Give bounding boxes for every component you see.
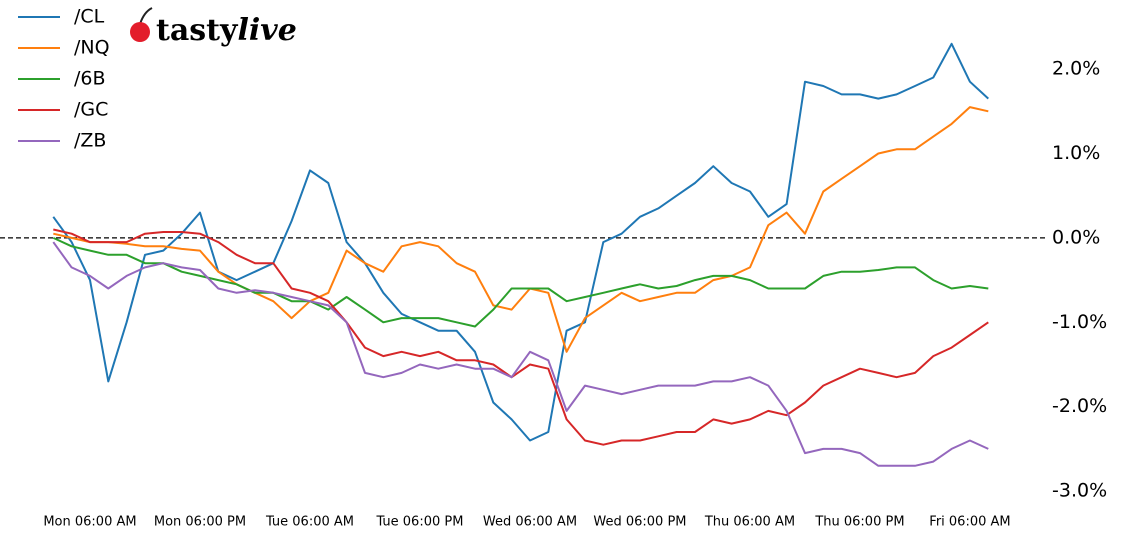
logo-text: tastylive [156,13,297,48]
x-tick-label: Mon 06:00 PM [154,515,246,530]
logo-brand: tasty [156,13,239,48]
y-tick-label: 1.0% [1052,142,1100,164]
x-tick-label: Wed 06:00 AM [483,515,577,530]
y-tick-label: -2.0% [1052,395,1107,417]
series-line [53,228,989,446]
x-tick-label: Thu 06:00 PM [814,515,904,530]
logo: tastylive [130,7,297,48]
cherry [130,22,150,42]
x-tick-label: Thu 06:00 AM [704,515,795,530]
series-line [52,241,989,467]
series-line [53,106,989,353]
y-tick-label: -1.0% [1052,311,1107,333]
x-tick-label: Wed 06:00 PM [593,515,686,530]
y-tick-label: -3.0% [1052,480,1107,502]
legend-label: /NQ [74,37,110,59]
series-line [52,236,989,328]
y-tick-label: 2.0% [1052,58,1100,80]
cherry-stem [139,7,153,25]
x-tick-label: Mon 06:00 AM [43,515,136,530]
x-tick-label: Tue 06:00 PM [375,515,463,530]
legend-label: /6B [74,68,106,90]
x-tick-label: Tue 06:00 AM [265,515,354,530]
legend-label: /ZB [74,130,106,152]
legend-label: /CL [74,6,105,28]
logo-suffix: live [237,13,296,48]
y-tick-label: 0.0% [1052,226,1100,248]
legend-label: /GC [74,99,108,121]
x-tick-label: Fri 06:00 AM [929,515,1010,530]
series-line [52,42,989,442]
